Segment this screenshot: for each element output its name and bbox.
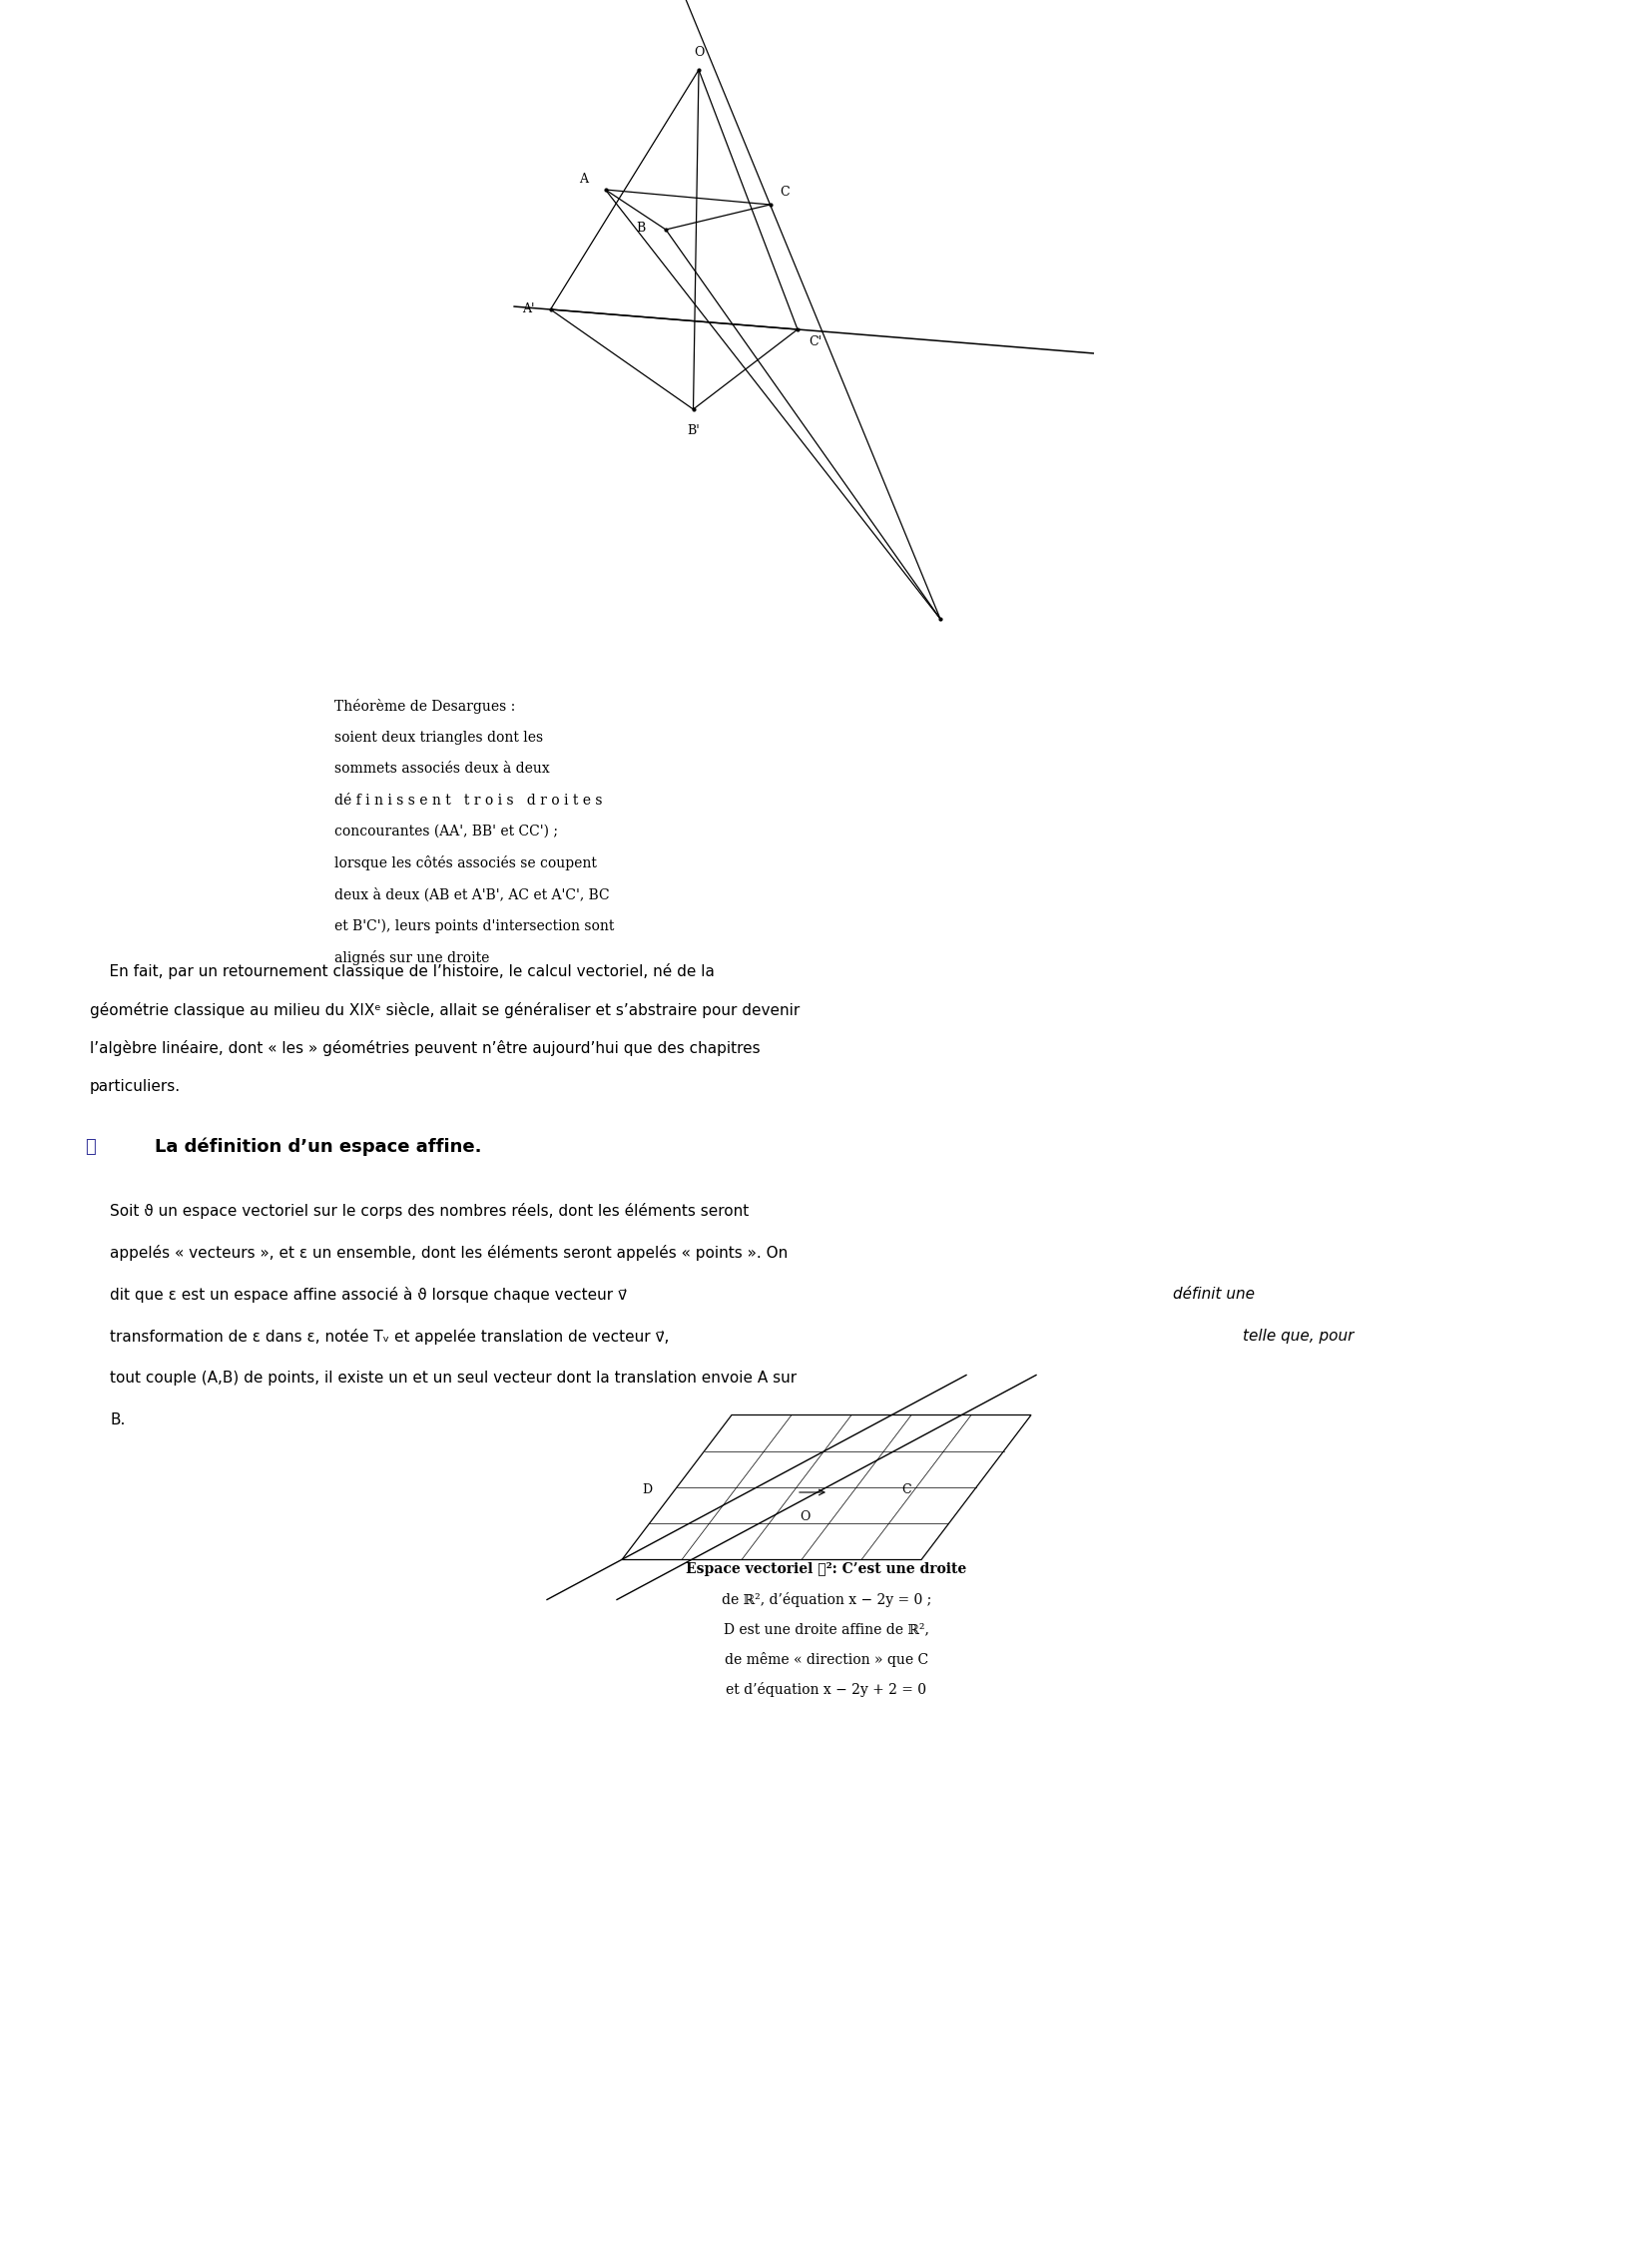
Text: O: O xyxy=(694,45,704,58)
Text: B': B' xyxy=(687,424,699,438)
Text: C: C xyxy=(780,186,790,200)
Text: B.: B. xyxy=(109,1413,126,1428)
Text: géométrie classique au milieu du XIXᵉ siècle, allait se généraliser et s’abstrai: géométrie classique au milieu du XIXᵉ si… xyxy=(89,1002,800,1017)
Text: dé f i n i s s e n t   t r o i s   d r o i t e s: dé f i n i s s e n t t r o i s d r o i t… xyxy=(334,793,601,806)
Text: C: C xyxy=(900,1485,910,1496)
Text: et B'C'), leurs points d'intersection sont: et B'C'), leurs points d'intersection so… xyxy=(334,919,615,934)
Text: et d’équation x − 2y + 2 = 0: et d’équation x − 2y + 2 = 0 xyxy=(725,1682,927,1698)
Text: Théorème de Desargues :: Théorème de Desargues : xyxy=(334,699,515,714)
Text: l’algèbre linéaire, dont « les » géométries peuvent n’être aujourd’hui que des c: l’algèbre linéaire, dont « les » géométr… xyxy=(89,1040,760,1056)
Text: sommets associés deux à deux: sommets associés deux à deux xyxy=(334,761,550,775)
Text: deux à deux (AB et A'B', AC et A'C', BC: deux à deux (AB et A'B', AC et A'C', BC xyxy=(334,887,610,901)
Text: ⓧ: ⓧ xyxy=(84,1139,96,1157)
Text: La définition d’un espace affine.: La définition d’un espace affine. xyxy=(155,1139,481,1157)
Text: B: B xyxy=(636,220,644,234)
Text: soient deux triangles dont les: soient deux triangles dont les xyxy=(334,730,544,743)
Text: dit que ε est un espace affine associé à ϑ lorsque chaque vecteur v⃗: dit que ε est un espace affine associé à… xyxy=(109,1287,631,1303)
Text: appelés « vecteurs », et ε un ensemble, dont les éléments seront appelés « point: appelés « vecteurs », et ε un ensemble, … xyxy=(109,1244,788,1260)
Text: En fait, par un retournement classique de l’histoire, le calcul vectoriel, né de: En fait, par un retournement classique d… xyxy=(89,964,714,979)
Text: lorsque les côtés associés se coupent: lorsque les côtés associés se coupent xyxy=(334,856,596,871)
Text: définit une: définit une xyxy=(1173,1287,1254,1303)
Text: concourantes (AA', BB' et CC') ;: concourantes (AA', BB' et CC') ; xyxy=(334,824,558,838)
Text: O: O xyxy=(800,1509,809,1523)
Text: Espace vectoriel ℝ²: C’est une droite: Espace vectoriel ℝ²: C’est une droite xyxy=(686,1563,966,1577)
Text: de même « direction » que C: de même « direction » que C xyxy=(724,1653,928,1667)
Text: D est une droite affine de ℝ²,: D est une droite affine de ℝ², xyxy=(724,1622,928,1635)
Text: tout couple (A,B) de points, il existe un et un seul vecteur dont la translation: tout couple (A,B) de points, il existe u… xyxy=(109,1370,796,1386)
Text: Soit ϑ un espace vectoriel sur le corps des nombres réels, dont les éléments ser: Soit ϑ un espace vectoriel sur le corps … xyxy=(109,1204,748,1220)
Text: particuliers.: particuliers. xyxy=(89,1078,180,1094)
Text: A': A' xyxy=(522,303,535,317)
Text: transformation de ε dans ε, notée Tᵥ et appelée translation de vecteur v⃗,: transformation de ε dans ε, notée Tᵥ et … xyxy=(109,1330,674,1345)
Text: alignés sur une droite: alignés sur une droite xyxy=(334,950,489,966)
Text: de ℝ², d’équation x − 2y = 0 ;: de ℝ², d’équation x − 2y = 0 ; xyxy=(722,1592,930,1608)
Text: A: A xyxy=(578,173,588,186)
Text: D: D xyxy=(641,1485,651,1496)
Text: C': C' xyxy=(808,335,821,348)
Text: telle que, pour: telle que, pour xyxy=(1242,1330,1353,1343)
